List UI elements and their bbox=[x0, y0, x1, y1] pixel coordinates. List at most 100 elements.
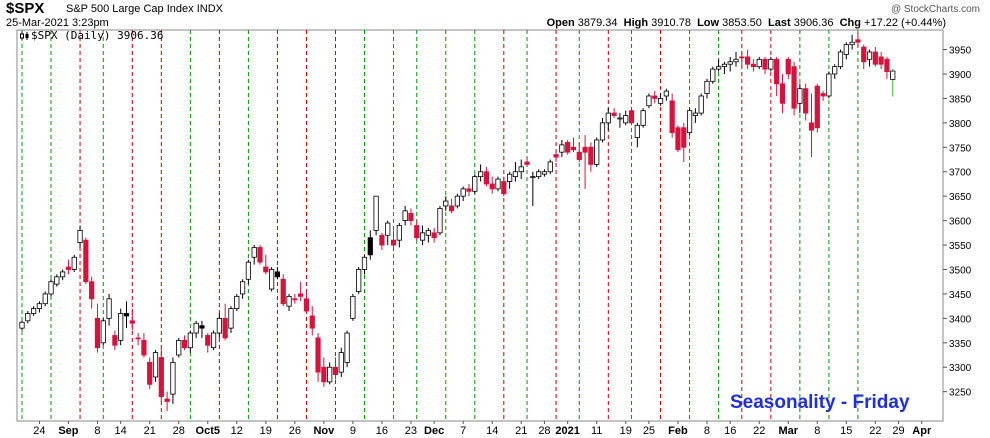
candle bbox=[234, 293, 240, 312]
candle-body bbox=[536, 171, 542, 178]
candle-body bbox=[286, 295, 292, 307]
candle bbox=[721, 61, 728, 74]
candle-body bbox=[559, 144, 565, 153]
candle-body bbox=[123, 313, 130, 317]
candle bbox=[315, 333, 321, 382]
high-label: High bbox=[623, 17, 649, 29]
candle-body bbox=[408, 212, 414, 222]
y-tick-label: 3250 bbox=[949, 388, 972, 399]
candle bbox=[681, 122, 687, 162]
candle-body bbox=[280, 278, 286, 305]
candle-body bbox=[692, 112, 698, 116]
candle-body bbox=[60, 271, 66, 278]
candle bbox=[373, 195, 379, 236]
candle bbox=[385, 220, 391, 246]
candle bbox=[187, 330, 193, 353]
candle-body bbox=[431, 232, 437, 239]
candle-body bbox=[234, 295, 240, 309]
candle bbox=[280, 274, 286, 307]
candle bbox=[216, 313, 222, 338]
candle-body bbox=[170, 361, 176, 395]
candle bbox=[536, 169, 542, 180]
candle-body bbox=[332, 366, 339, 375]
candle-body bbox=[855, 39, 861, 43]
y-tick-label: 3400 bbox=[949, 314, 972, 325]
candle-body bbox=[605, 112, 611, 124]
candle bbox=[594, 137, 600, 167]
candle-body bbox=[507, 173, 513, 182]
candle-body bbox=[135, 337, 141, 340]
candle bbox=[797, 83, 803, 114]
candle bbox=[36, 301, 43, 313]
x-tick-label: 8 bbox=[704, 425, 710, 437]
x-tick-label: 7 bbox=[460, 425, 466, 437]
candle bbox=[274, 267, 281, 280]
y-axis: 3250 3300 3350 3400 3450 3500 3550 3600 3650 3700… bbox=[943, 46, 972, 399]
y-tick-label: 3950 bbox=[949, 46, 972, 57]
candle-body bbox=[756, 58, 762, 68]
candles bbox=[19, 32, 896, 412]
candle-body bbox=[698, 95, 704, 114]
candle-body bbox=[187, 332, 193, 349]
candle-body bbox=[158, 357, 164, 397]
candle-body bbox=[164, 398, 170, 402]
high-value: 3910.78 bbox=[651, 17, 691, 29]
candle bbox=[727, 56, 733, 72]
x-tick-label: 16 bbox=[376, 425, 388, 437]
candle-body bbox=[460, 188, 466, 197]
candle-body bbox=[437, 207, 443, 234]
candle bbox=[129, 308, 135, 331]
chg-label: Chg bbox=[839, 17, 861, 29]
y-tick-label: 3600 bbox=[949, 217, 972, 228]
candle bbox=[861, 44, 867, 70]
candle-body bbox=[803, 88, 809, 114]
x-tick-label: Sep bbox=[58, 425, 78, 437]
candle-body bbox=[791, 66, 797, 109]
candle-body bbox=[890, 70, 896, 80]
candle-body bbox=[361, 256, 368, 270]
candle-body bbox=[866, 51, 873, 60]
candle bbox=[547, 159, 553, 175]
candle-body bbox=[390, 239, 397, 246]
x-tick-label: Oct5 bbox=[196, 425, 220, 437]
ohlc-readout: Open 3879.34 High 3910.78 Low 3853.50 La… bbox=[547, 17, 946, 29]
open-value: 3879.34 bbox=[577, 17, 618, 29]
candle-body bbox=[483, 171, 490, 185]
candle bbox=[286, 293, 292, 312]
candle-body bbox=[762, 58, 768, 70]
candle bbox=[437, 205, 443, 236]
candle-body bbox=[646, 95, 652, 107]
candle bbox=[779, 73, 786, 114]
candle bbox=[768, 56, 774, 72]
candle-body bbox=[338, 352, 344, 373]
candle bbox=[843, 42, 849, 60]
x-tick-label: 19 bbox=[620, 425, 632, 437]
candle bbox=[31, 306, 37, 316]
y-tick-label: 3500 bbox=[949, 265, 972, 276]
candle bbox=[402, 205, 408, 226]
x-tick-label: 23 bbox=[405, 425, 417, 437]
candle-body bbox=[54, 276, 60, 285]
candle bbox=[263, 254, 269, 275]
candle-body bbox=[373, 195, 379, 231]
seasonality-annotation: Seasonality - Friday bbox=[730, 392, 910, 413]
candle bbox=[112, 330, 118, 351]
candle bbox=[507, 171, 513, 189]
x-tick-label: 9 bbox=[350, 425, 356, 437]
candle bbox=[332, 357, 339, 380]
candle-body bbox=[269, 269, 275, 290]
candle bbox=[361, 254, 368, 275]
candle bbox=[657, 93, 664, 106]
candle bbox=[866, 49, 873, 67]
chart-symbol: $SPX bbox=[6, 0, 45, 17]
candle bbox=[675, 125, 681, 153]
chg-value: +17.22 (+0.44%) bbox=[864, 17, 946, 29]
candle-body bbox=[512, 171, 519, 178]
chart-date: 25-Mar-2021 3:23pm bbox=[6, 17, 109, 29]
candle bbox=[832, 64, 838, 79]
candle bbox=[605, 108, 611, 131]
candle-body bbox=[750, 63, 757, 68]
candle-body bbox=[774, 58, 780, 85]
candle bbox=[408, 208, 414, 226]
